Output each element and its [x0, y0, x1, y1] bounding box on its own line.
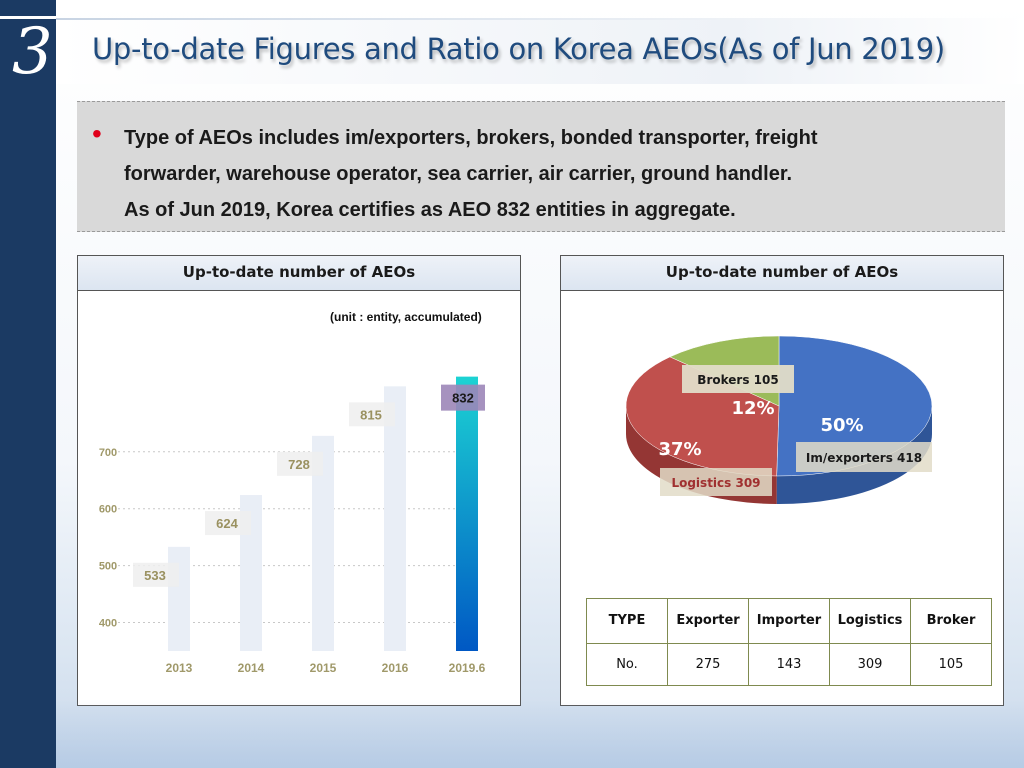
title-rule [56, 18, 1024, 21]
panel-header: Up-to-date number of AEOs [78, 256, 520, 291]
x-tick-label: 2015 [310, 661, 337, 675]
data-label-box [133, 562, 179, 587]
bar [384, 386, 406, 651]
slice-label-box [682, 365, 794, 393]
bar-chart-panel: Up-to-date number of AEOs (unit : entity… [77, 255, 521, 706]
bar [312, 435, 334, 651]
bar [168, 546, 190, 651]
y-tick-label: 600 [99, 504, 117, 516]
data-label-box [205, 511, 251, 536]
left-sidebar-bar [0, 0, 56, 768]
slice-percent-label: 37% [658, 439, 701, 460]
x-tick-label: 2019.6 [449, 661, 486, 675]
table-cell: 105 [910, 643, 992, 686]
table-header-cell: TYPE [586, 598, 668, 644]
info-line: forwarder, warehouse operator, sea carri… [124, 163, 793, 185]
table-header-cell: Importer [748, 598, 830, 644]
slice-label-box [660, 468, 772, 496]
slice-label-box [796, 442, 932, 472]
bar [456, 376, 478, 651]
data-label: 815 [360, 407, 382, 422]
x-tick-label: 2014 [238, 661, 265, 675]
table-header-cell: Logistics [829, 598, 911, 644]
slice-label: Im/exporters 418 [806, 451, 922, 465]
data-label: 832 [452, 391, 474, 406]
slice-percent-label: 12% [731, 398, 774, 419]
slice-percent-label: 50% [820, 415, 863, 436]
y-tick-label: 700 [99, 447, 117, 459]
slice-label: Brokers 105 [697, 373, 778, 387]
info-text: Type of AEOs includes im/exporters, brok… [124, 120, 984, 228]
y-tick-label: 400 [99, 618, 117, 630]
page-title: Up-to-date Figures and Ratio on Korea AE… [92, 32, 945, 66]
info-box [77, 101, 1005, 232]
table-cell: No. [586, 643, 668, 686]
pie-chart-panel: Up-to-date number of AEOs Im/exporters 4… [560, 255, 1004, 706]
pie-slice-side [776, 406, 932, 504]
table-header-cell: Broker [910, 598, 992, 644]
info-line: As of Jun 2019, Korea certifies as AEO 8… [124, 199, 736, 221]
slice-label: Logistics 309 [671, 476, 760, 490]
data-label-box [441, 384, 485, 411]
y-tick-label: 500 [99, 561, 117, 573]
x-tick-label: 2013 [166, 661, 193, 675]
title-band [56, 20, 1024, 84]
table-cell: 309 [829, 643, 911, 686]
data-label: 728 [288, 457, 310, 472]
pie-chart: Im/exporters 418 50% Logistics 309 37% Broke… [625, 335, 933, 504]
unit-note: (unit : entity, accumulated) [330, 310, 482, 324]
sidebar-accent-line [0, 16, 56, 19]
bar-chart: 400 500 600 700 2013 533 2014 624 2015 728 2016 815… [99, 376, 486, 675]
data-label: 624 [216, 516, 238, 531]
table-header-row: TYPE Exporter Importer Logistics Broker [586, 598, 992, 644]
aeo-type-table: TYPE Exporter Importer Logistics Broker … [586, 598, 992, 686]
background-glow [56, 700, 1024, 768]
data-label: 533 [144, 568, 166, 583]
info-line: Type of AEOs includes im/exporters, brok… [124, 127, 818, 149]
x-tick-label: 2016 [382, 661, 409, 675]
bullet-icon: • [92, 118, 102, 149]
data-label-box [277, 451, 323, 476]
panel-header: Up-to-date number of AEOs [561, 256, 1003, 291]
table-header-cell: Exporter [667, 598, 749, 644]
table-cell: 143 [748, 643, 830, 686]
data-label-box [349, 402, 395, 427]
table-row: No. 275 143 309 105 [586, 643, 992, 686]
table-cell: 275 [667, 643, 749, 686]
section-number: 3 [12, 15, 53, 89]
